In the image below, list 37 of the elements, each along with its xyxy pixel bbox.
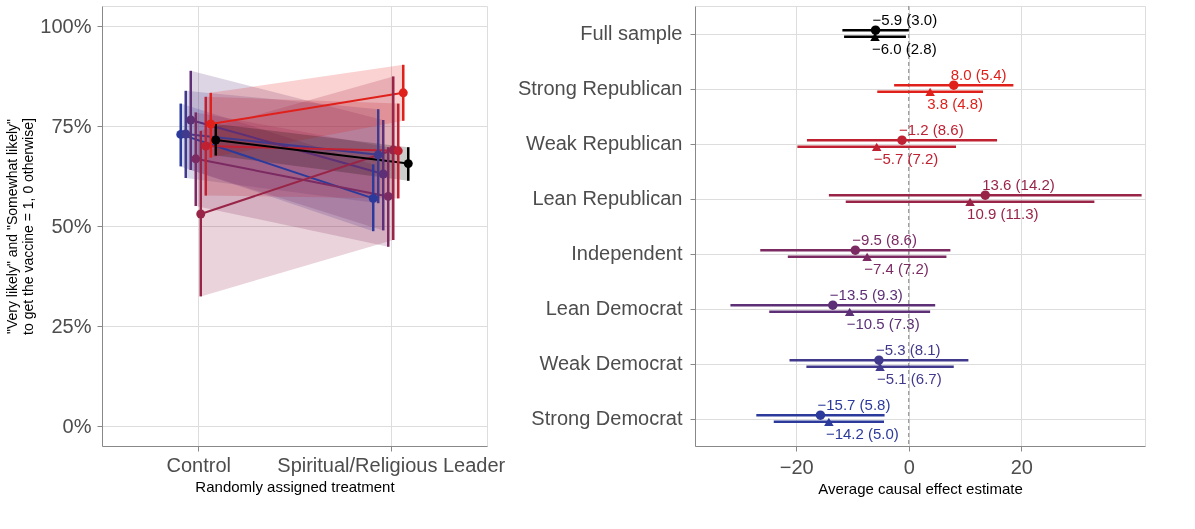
y-tick-label: Lean Republican — [532, 187, 683, 209]
y-tick-label: Lean Democrat — [545, 297, 683, 319]
data-label: −9.5 (8.6) — [852, 231, 917, 249]
data-label: −5.9 (3.0) — [872, 11, 938, 29]
x-tick-label: Spiritual/Religious Leader — [277, 453, 506, 476]
y-tick-label: 50% — [51, 214, 92, 237]
data-label: −5.1 (6.7) — [877, 369, 942, 387]
x-tick-label: 20 — [1010, 455, 1033, 478]
x-axis-title: Average causal effect estimate — [818, 479, 1023, 497]
data-label: −6.0 (2.8) — [872, 39, 937, 57]
data-label: −10.5 (7.3) — [846, 314, 920, 332]
y-tick-label: 25% — [51, 314, 92, 337]
data-label: −7.4 (7.2) — [864, 259, 929, 277]
x-tick-label: Control — [166, 453, 231, 476]
y-tick-label: Strong Republican — [517, 77, 683, 99]
x-axis-title: Randomly assigned treatment — [195, 477, 396, 495]
data-label: −15.7 (5.8) — [817, 396, 891, 414]
data-label: 3.8 (4.8) — [927, 94, 983, 112]
data-label: −14.2 (5.0) — [825, 424, 899, 442]
data-label: −13.5 (9.3) — [829, 286, 903, 304]
data-label: 8.0 (5.4) — [950, 66, 1007, 84]
data-label: −5.7 (7.2) — [873, 149, 939, 167]
data-label: 10.9 (11.3) — [967, 204, 1039, 222]
y-tick-label: Weak Republican — [526, 132, 683, 154]
y-tick-label: 75% — [51, 114, 92, 137]
x-tick-label: 0 — [903, 455, 915, 478]
data-label: 13.6 (14.2) — [982, 176, 1055, 194]
y-tick-label: Weak Democrat — [539, 352, 683, 374]
y-axis-title: "Very likely" and "Somewhat likely" to get the vaccine = 1, 0 otherwise] — [4, 118, 37, 335]
y-tick-label: Full sample — [580, 22, 683, 44]
data-label: −5.3 (8.1) — [875, 341, 941, 359]
y-tick-label: 100% — [40, 14, 92, 37]
data-label: −1.2 (8.6) — [899, 121, 964, 139]
y-tick-label: Strong Democrat — [531, 407, 683, 429]
y-tick-label: Independent — [571, 242, 683, 264]
y-tick-label: 0% — [62, 414, 92, 437]
x-tick-label: −20 — [779, 455, 814, 478]
